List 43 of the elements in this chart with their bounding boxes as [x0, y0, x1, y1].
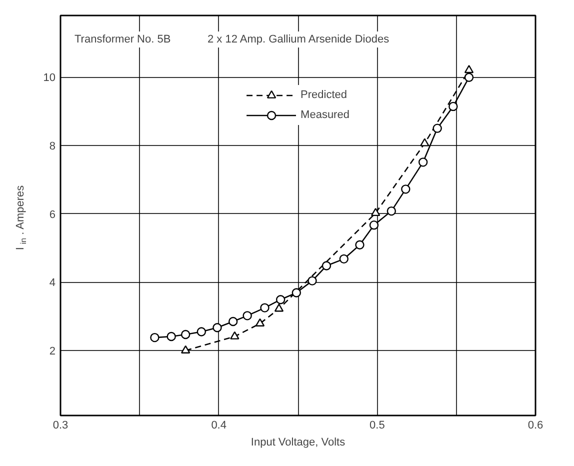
- y-tick-label: 2: [49, 346, 56, 358]
- point: [322, 261, 332, 270]
- y-tick-label: 4: [49, 277, 56, 290]
- point: [180, 330, 190, 340]
- point: [242, 311, 252, 320]
- point: [274, 304, 284, 312]
- point: [418, 158, 428, 167]
- x-tick-label: 0.5: [370, 420, 385, 432]
- point: [401, 184, 410, 194]
- annotation: 2 x 12 Amp. Gallium Arsenide Diodes: [208, 34, 390, 46]
- point: [212, 323, 222, 332]
- point: [369, 220, 379, 230]
- point: [292, 288, 302, 298]
- point: [339, 254, 349, 264]
- y-tick-label: 6: [49, 208, 56, 221]
- legend-label: Measured: [300, 109, 350, 121]
- point: [355, 240, 364, 250]
- point: [432, 124, 442, 133]
- point: [228, 316, 238, 326]
- point: [464, 64, 474, 74]
- point: [448, 102, 458, 112]
- annotation: Transformer No. 5B: [74, 34, 171, 46]
- point: [276, 295, 286, 304]
- y-tick-label: 8: [49, 140, 56, 152]
- x-tick-label: 0.6: [528, 420, 544, 432]
- x-tick-label: 0.4: [211, 420, 226, 432]
- point: [464, 72, 474, 82]
- x-tick-label: 0.3: [52, 420, 68, 432]
- point: [420, 138, 430, 146]
- point: [166, 332, 176, 342]
- y-tick-label: 10: [43, 72, 56, 84]
- point: [255, 318, 265, 326]
- point: [196, 327, 206, 336]
- point: [308, 276, 317, 286]
- x-axis-title: Input Voltage, Volts: [250, 436, 346, 448]
- point: [260, 303, 270, 312]
- point: [386, 206, 396, 216]
- point: [180, 345, 190, 354]
- point: [370, 208, 380, 216]
- legend-label: Predicted: [300, 89, 348, 101]
- y-axis-title: Iin. Amperes: [14, 184, 28, 250]
- point: [230, 331, 240, 340]
- point: [150, 332, 160, 342]
